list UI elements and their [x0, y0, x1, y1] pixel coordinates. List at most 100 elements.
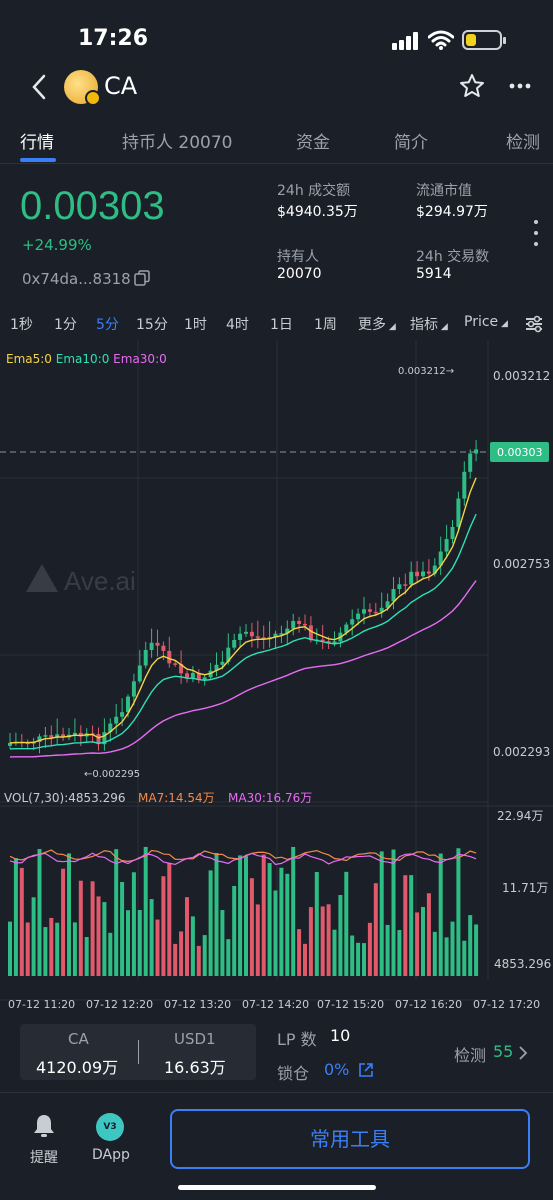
vol-ma30-line — [9, 852, 477, 866]
volume-bar — [19, 867, 24, 976]
ema5-legend: Ema5:0 — [6, 352, 52, 366]
candle-body — [131, 681, 136, 697]
candle-body — [238, 633, 243, 640]
tf-1s[interactable]: 1秒 — [10, 317, 33, 333]
tab-funds[interactable]: 资金 — [296, 133, 330, 153]
volume-bar — [350, 935, 355, 976]
svg-text:Ave.ai: Ave.ai — [64, 566, 136, 596]
volume-bar — [131, 872, 136, 976]
volume-bar — [43, 927, 48, 976]
candle-body — [308, 625, 313, 641]
bell-icon[interactable] — [32, 1113, 56, 1139]
tab-bar: 行情 持币人 20070 资金 简介 检测 — [0, 118, 553, 164]
volume-bar — [244, 856, 248, 976]
kebab-icon[interactable] — [532, 220, 540, 248]
price-axis-mid: 0.002753 — [493, 557, 550, 571]
tab-check[interactable]: 检测 — [506, 133, 540, 153]
volume-bar — [320, 906, 325, 976]
tf-1d[interactable]: 1日 — [270, 317, 293, 333]
volume-bar — [61, 868, 66, 976]
candle-body — [273, 633, 278, 638]
dapp-label[interactable]: DApp — [92, 1147, 130, 1163]
tab-market[interactable]: 行情 — [20, 133, 54, 153]
tab-intro[interactable]: 简介 — [394, 133, 428, 153]
candle-body — [326, 641, 331, 644]
stat-value-holders: 20070 — [277, 266, 322, 282]
candle-body — [61, 734, 66, 738]
chain-badge-icon — [85, 90, 101, 106]
volume-bar — [55, 922, 60, 976]
volume-bar — [468, 915, 473, 976]
tf-indicators[interactable]: 指标 ◢ — [410, 317, 448, 333]
status-bar: 17:26 — [0, 0, 553, 70]
candle-body — [261, 637, 266, 640]
tf-more[interactable]: 更多 ◢ — [358, 317, 396, 333]
ema10-legend: Ema10:0 — [55, 352, 110, 366]
price-chart[interactable]: Ave.ai 0.00303 0.003212 0.002753 0.00229… — [0, 340, 553, 1018]
volume-ma-lines — [9, 849, 477, 866]
pool-quote-value: 16.63万 — [164, 1058, 226, 1077]
candle-body — [49, 735, 54, 738]
volume-bar — [25, 922, 30, 976]
candle-body — [220, 661, 225, 665]
pool-token-value: 4120.09万 — [36, 1058, 119, 1077]
volume-bar — [226, 939, 231, 976]
candle-body — [72, 732, 77, 735]
alert-label[interactable]: 提醒 — [30, 1150, 58, 1166]
pool-quote-label: USD1 — [174, 1030, 216, 1048]
tf-5m[interactable]: 5分 — [96, 317, 119, 333]
candle-body — [179, 664, 184, 674]
chart-settings-icon[interactable] — [524, 314, 544, 334]
tf-1m[interactable]: 1分 — [54, 317, 77, 333]
volume-bar — [415, 912, 420, 976]
candle-body — [196, 672, 201, 680]
more-icon[interactable] — [506, 74, 534, 98]
volume-bar — [249, 878, 254, 976]
candle-body — [303, 623, 307, 626]
tf-4h[interactable]: 4时 — [226, 317, 249, 333]
common-tools-button[interactable]: 常用工具 — [170, 1109, 530, 1169]
candle-body — [173, 663, 178, 665]
copy-icon[interactable] — [134, 270, 150, 286]
star-icon[interactable] — [458, 72, 486, 100]
max-price-label: 0.003212→ — [398, 366, 454, 377]
candle-body — [185, 673, 189, 678]
lock-value[interactable]: 0% — [324, 1060, 350, 1079]
volume-bar — [108, 932, 113, 976]
candle-body — [249, 631, 254, 637]
candle-body — [344, 624, 349, 633]
token-logo — [64, 70, 101, 106]
candle-body — [232, 639, 237, 648]
candle-body — [373, 611, 378, 614]
check-score[interactable]: 55 — [493, 1042, 514, 1061]
pair-panel: CA 4120.09万 USD1 16.63万 LP 数 10 锁仓 0% 检测… — [0, 1018, 553, 1098]
back-icon[interactable] — [28, 72, 50, 102]
candle-body — [43, 735, 48, 737]
tab-holders[interactable]: 持币人 20070 — [122, 133, 233, 153]
wifi-icon — [428, 30, 454, 50]
volume-bar — [285, 873, 290, 976]
stat-value-mcap: $294.97万 — [416, 204, 488, 220]
tf-15m[interactable]: 15分 — [136, 317, 168, 333]
candle-body — [96, 733, 101, 745]
volume-bar — [149, 899, 154, 976]
tf-1h[interactable]: 1时 — [184, 317, 207, 333]
candle-body — [102, 732, 107, 745]
volume-bar — [126, 910, 130, 976]
tf-1w[interactable]: 1周 — [314, 317, 337, 333]
candle-body — [114, 716, 119, 724]
candle-body — [155, 642, 160, 646]
volume-bar — [450, 921, 455, 976]
check-label[interactable]: 检测 — [454, 1046, 487, 1065]
volume-bar — [279, 867, 284, 976]
tf-price[interactable]: Price ◢ — [464, 314, 508, 330]
volume-bar — [397, 930, 402, 976]
volume-bar — [308, 907, 313, 976]
external-link-icon[interactable] — [358, 1062, 374, 1078]
status-time: 17:26 — [78, 26, 149, 51]
candle-body — [37, 736, 42, 743]
candle-body — [108, 723, 113, 733]
volume-bar — [462, 940, 467, 976]
dapp-icon[interactable]: V3 — [96, 1113, 124, 1141]
chevron-right-icon[interactable] — [518, 1045, 528, 1061]
